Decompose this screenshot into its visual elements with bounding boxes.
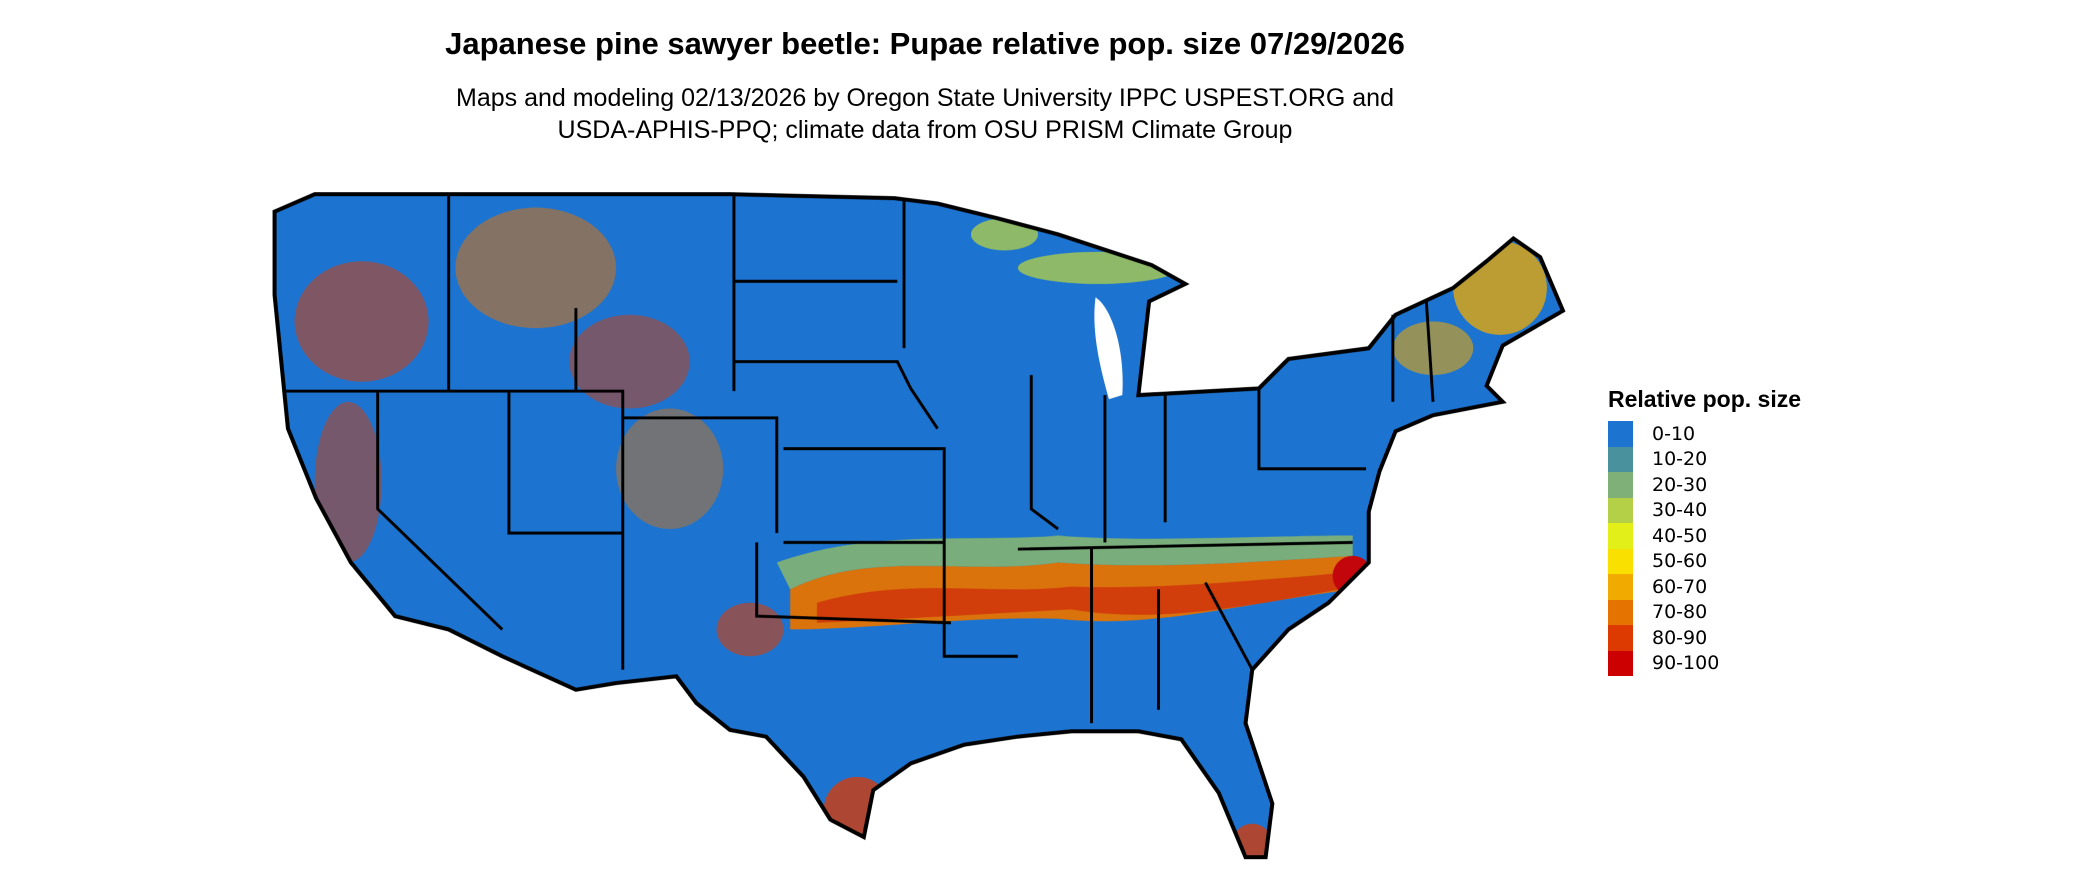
legend-swatch — [1608, 625, 1633, 651]
legend-item: 80-90 — [1608, 625, 1801, 651]
legend-label: 60-70 — [1652, 575, 1708, 598]
legend-item: 20-30 — [1608, 472, 1801, 498]
legend-title: Relative pop. size — [1608, 386, 1802, 412]
legend-swatch — [1608, 472, 1633, 498]
sierra-patch — [314, 401, 382, 563]
new-england-patch — [1392, 321, 1474, 376]
legend-items: 0-10 10-20 20-30 30-40 40-50 50-60 60-70 70-80 8… — [1608, 421, 1801, 676]
legend-item: 30-40 — [1608, 497, 1801, 523]
legend-swatch — [1608, 548, 1633, 574]
legend-swatch — [1608, 650, 1633, 676]
interior-state-lines — [283, 194, 1435, 724]
legend-label: 80-90 — [1652, 626, 1708, 649]
legend-label: 20-30 — [1652, 473, 1708, 496]
legend-swatch — [1608, 523, 1633, 549]
legend-label: 40-50 — [1652, 524, 1708, 547]
new-mexico-patch — [716, 602, 784, 657]
colorado-patch — [616, 408, 724, 530]
legend-label: 70-80 — [1652, 601, 1708, 624]
legend-swatch — [1608, 421, 1633, 447]
legend-item: 10-20 — [1608, 446, 1801, 472]
map-title: Japanese pine sawyer beetle: Pupae relat… — [445, 26, 1405, 61]
legend-label: 30-40 — [1652, 499, 1708, 522]
legend-label: 90-100 — [1652, 652, 1720, 675]
southern-band-red — [816, 573, 1340, 623]
pacific-northwest-patch — [294, 261, 429, 382]
wyoming-patch — [569, 314, 690, 409]
lake-superior-shore-patch — [970, 218, 1038, 251]
legend-item: 40-50 — [1608, 523, 1801, 549]
lake-michigan — [1094, 297, 1123, 400]
legend-label: 50-60 — [1652, 550, 1708, 573]
legend-swatch — [1608, 599, 1633, 625]
legend-swatch — [1608, 497, 1633, 523]
southern-band-green — [776, 535, 1353, 590]
legend-swatch — [1608, 446, 1633, 472]
legend-item: 90-100 — [1608, 650, 1801, 676]
legend-item: 50-60 — [1608, 548, 1801, 574]
low-population-area — [274, 194, 1563, 858]
legend-swatch — [1608, 574, 1633, 600]
legend-label: 10-20 — [1652, 448, 1708, 471]
map-subtitle-line-2: USDA-APHIS-PPQ; climate data from OSU PR… — [557, 116, 1293, 144]
legend: Relative pop. size 0-10 10-20 20-30 30-40 40… — [1608, 386, 1801, 676]
legend-item: 60-70 — [1608, 574, 1801, 600]
northern-rockies-patch — [455, 207, 617, 329]
legend-item: 0-10 — [1608, 421, 1801, 447]
high-population-bands — [294, 207, 1547, 858]
maine-patch — [1453, 241, 1547, 335]
legend-item: 70-80 — [1608, 599, 1801, 625]
legend-label: 0-10 — [1652, 422, 1696, 445]
state-boundaries — [272, 192, 1566, 860]
map-subtitle-line-1: Maps and modeling 02/13/2026 by Oregon S… — [456, 84, 1394, 112]
